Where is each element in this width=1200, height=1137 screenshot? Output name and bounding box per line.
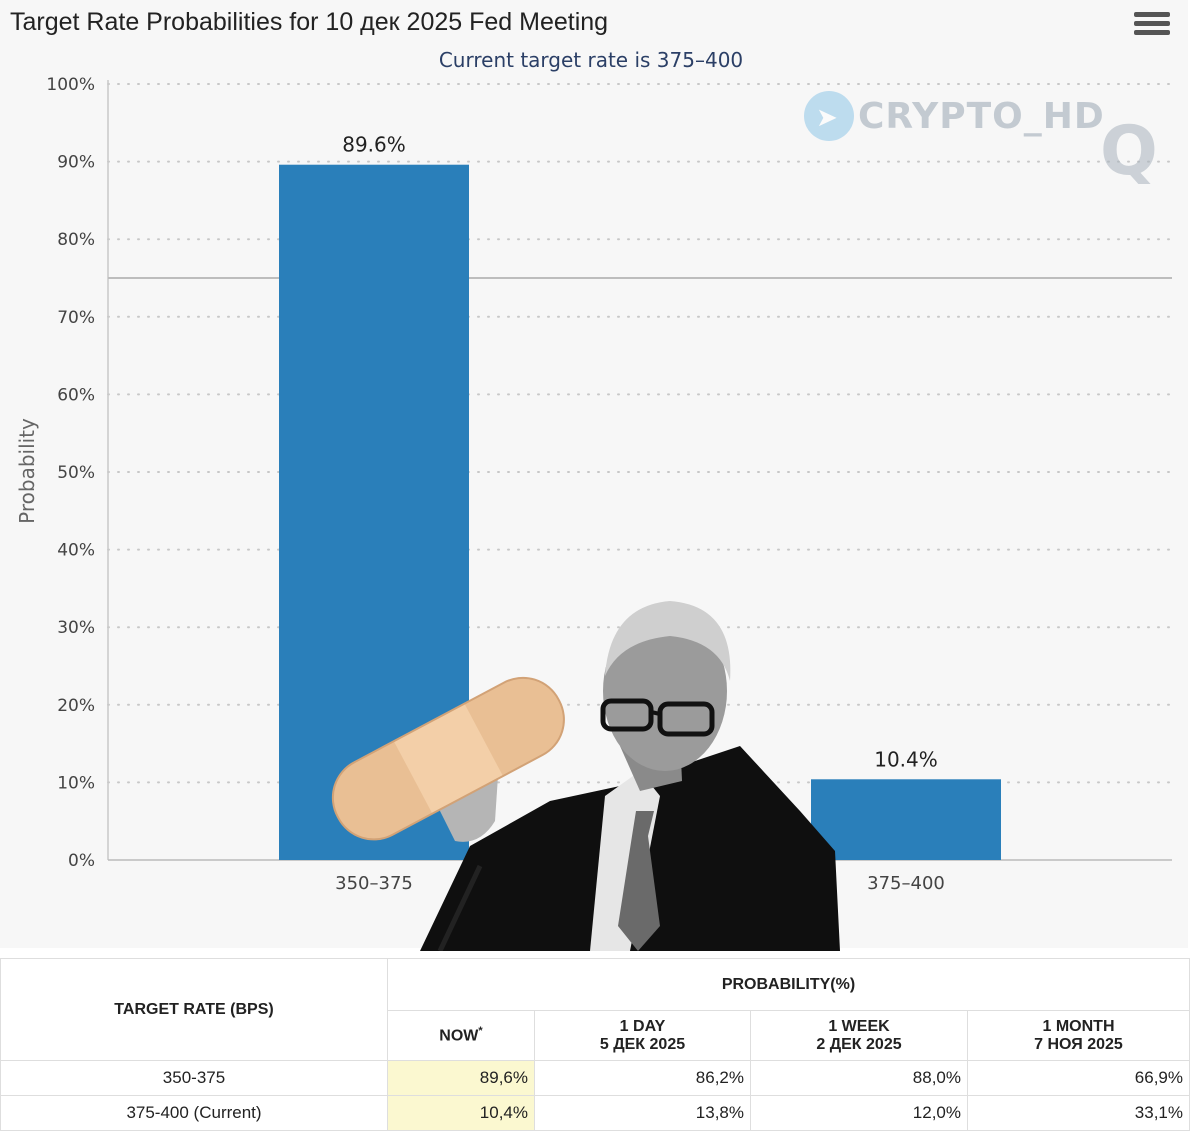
y-tick-label: 20% (57, 696, 95, 716)
chart-subtitle: Current target rate is 375–400 (439, 48, 743, 72)
hamburger-menu-icon[interactable] (1134, 12, 1170, 42)
chart-title: Target Rate Probabilities for 10 дек 202… (10, 8, 609, 36)
column-header-label: NOW (439, 1027, 479, 1045)
probability-now-cell: 89,6% (387, 1060, 535, 1096)
column-header-date: 2 ДЕК 2025 (816, 1035, 902, 1053)
y-tick-label: 40% (57, 541, 95, 561)
person-with-bandage-image (331, 601, 840, 951)
y-tick-label: 0% (68, 851, 95, 871)
bar-2 (811, 779, 1001, 860)
y-tick-label: 90% (57, 153, 95, 173)
footnote-marker: * (478, 1025, 483, 1038)
table-row: 375-400 (Current) 10,4% 13,8% 12,0% 33,1… (0, 1095, 1190, 1131)
probability-now-cell: 10,4% (387, 1095, 535, 1131)
header-probability: PROBABILITY(%) (387, 958, 1190, 1011)
column-header-label: 1 DAY (619, 1017, 666, 1035)
x-tick-label: 375–400 (867, 873, 945, 894)
chart-panel: Target Rate Probabilities for 10 дек 202… (10, 8, 1184, 951)
y-tick-label: 100% (46, 75, 95, 95)
watermark-letter: Q (1100, 112, 1158, 191)
probability-1-month-cell: 66,9% (967, 1060, 1190, 1096)
column-header-date: 7 НОЯ 2025 (1034, 1035, 1123, 1053)
column-header-label: 1 MONTH (1042, 1017, 1115, 1035)
column-header-1-week: 1 WEEK 2 ДЕК 2025 (750, 1010, 968, 1061)
y-tick-label: 30% (57, 618, 95, 638)
y-tick-label: 50% (57, 463, 95, 483)
y-tick-label: 10% (57, 773, 95, 793)
probability-table: TARGET RATE (BPS) PROBABILITY(%) NOW* 1 … (0, 958, 1190, 1131)
telegram-icon: ➤ (804, 91, 854, 141)
header-target-rate: TARGET RATE (BPS) (0, 958, 388, 1061)
y-tick-label: 70% (57, 308, 95, 328)
probability-1-day-cell: 86,2% (534, 1060, 751, 1096)
probability-1-week-cell: 88,0% (750, 1060, 968, 1096)
target-rate-cell: 350-375 (0, 1060, 388, 1096)
table-row: 350-375 89,6% 86,2% 88,0% 66,9% (0, 1060, 1190, 1096)
probability-1-week-cell: 12,0% (750, 1095, 968, 1131)
y-axis-label: Probability (15, 418, 39, 524)
column-header-date: 5 ДЕК 2025 (599, 1035, 686, 1053)
column-header-now: NOW* (387, 1010, 535, 1061)
probability-1-month-cell: 33,1% (967, 1095, 1190, 1131)
y-tick-label: 60% (57, 385, 95, 405)
bar-data-label: 10.4% (874, 747, 938, 771)
y-tick-label: 80% (57, 230, 95, 250)
column-header-label: 1 WEEK (828, 1017, 890, 1035)
x-tick-label: 350–375 (335, 873, 413, 894)
bar-chart: Current target rate is 375–400 Probabili… (15, 48, 1173, 894)
probability-1-day-cell: 13,8% (534, 1095, 751, 1131)
watermark-text: CRYPTO_HD (858, 96, 1105, 137)
target-rate-cell: 375-400 (Current) (0, 1095, 388, 1131)
bar-data-label: 89.6% (342, 133, 406, 157)
watermark: ➤ CRYPTO_HD Q (804, 88, 1184, 198)
column-header-1-month: 1 MONTH 7 НОЯ 2025 (967, 1010, 1190, 1061)
column-header-1-day: 1 DAY 5 ДЕК 2025 (534, 1010, 751, 1061)
